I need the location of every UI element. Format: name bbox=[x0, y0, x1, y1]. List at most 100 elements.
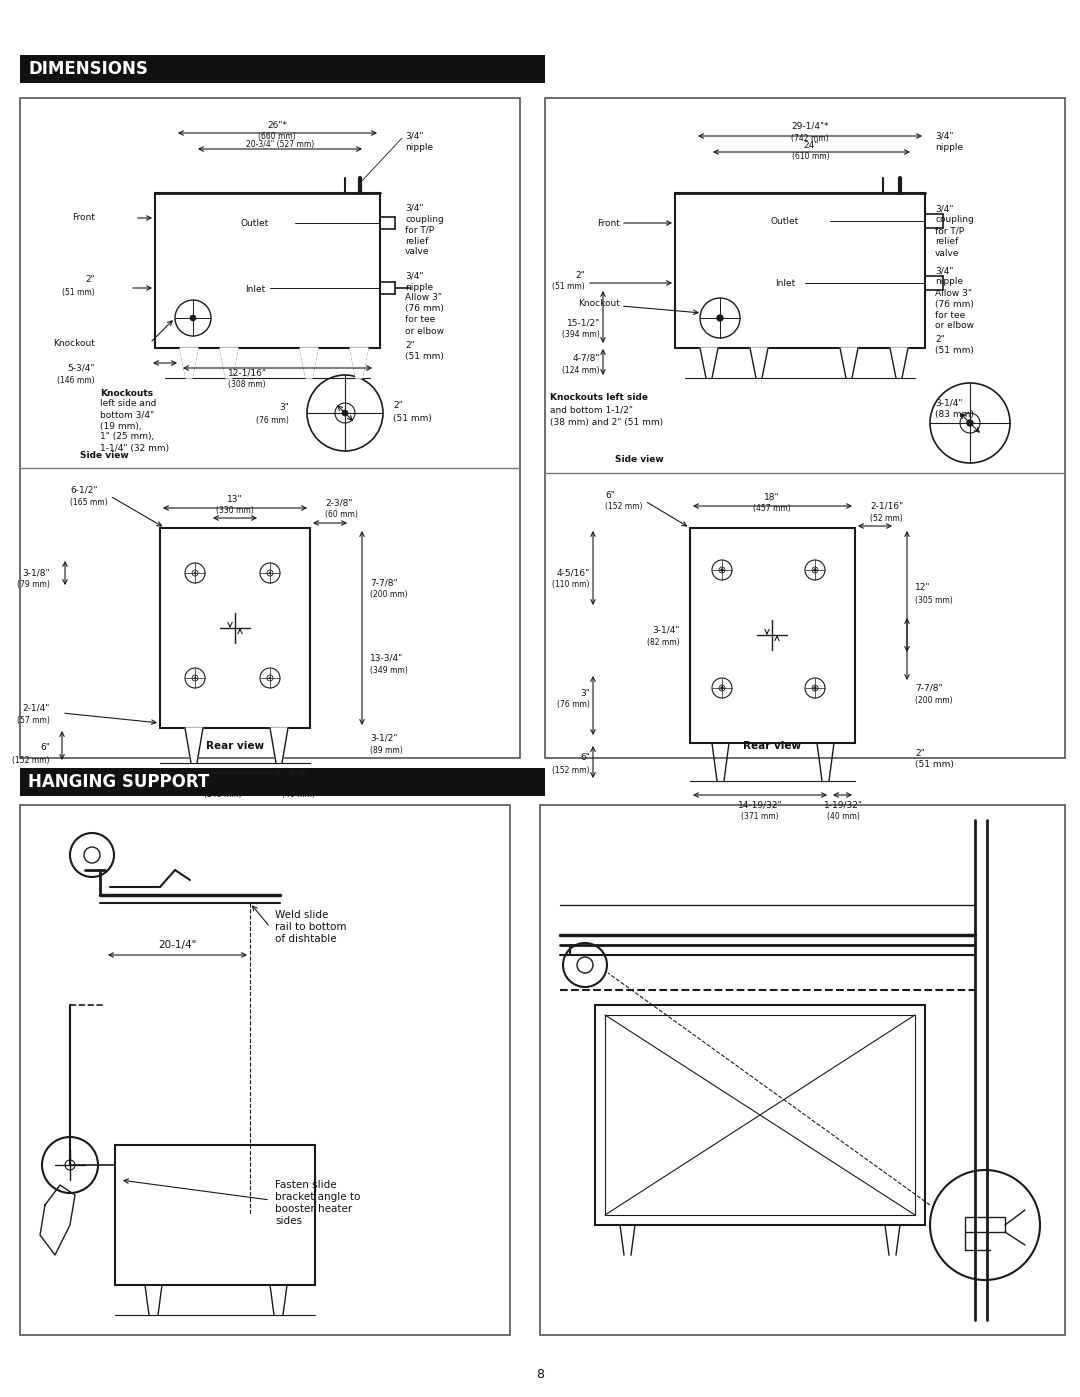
Text: 2": 2" bbox=[85, 275, 95, 285]
Text: 3/4": 3/4" bbox=[935, 204, 954, 214]
Bar bbox=[966, 1217, 1005, 1232]
Text: relief: relief bbox=[935, 237, 958, 246]
Text: (51 mm): (51 mm) bbox=[935, 346, 974, 355]
Text: for T/P: for T/P bbox=[935, 226, 964, 236]
Circle shape bbox=[260, 563, 280, 583]
Circle shape bbox=[812, 685, 818, 692]
Text: (38 mm) and 2" (51 mm): (38 mm) and 2" (51 mm) bbox=[550, 418, 663, 426]
Circle shape bbox=[70, 833, 114, 877]
Text: Side view: Side view bbox=[80, 451, 129, 461]
Text: (246 mm): (246 mm) bbox=[204, 789, 242, 799]
Circle shape bbox=[42, 1137, 98, 1193]
Text: (200 mm): (200 mm) bbox=[915, 696, 953, 704]
Text: 6": 6" bbox=[580, 753, 590, 763]
Text: (124 mm): (124 mm) bbox=[563, 366, 600, 374]
Text: (349 mm): (349 mm) bbox=[370, 665, 408, 675]
Circle shape bbox=[721, 569, 723, 571]
Text: 26"*: 26"* bbox=[267, 120, 287, 130]
Circle shape bbox=[194, 678, 195, 679]
Bar bbox=[160, 528, 310, 728]
Polygon shape bbox=[840, 348, 858, 379]
Circle shape bbox=[805, 560, 825, 580]
Text: relief: relief bbox=[405, 236, 429, 246]
Bar bbox=[545, 98, 1065, 759]
Circle shape bbox=[563, 943, 607, 988]
Bar bbox=[675, 193, 924, 348]
Text: 2-1/16": 2-1/16" bbox=[870, 502, 903, 510]
Text: 3-1/4": 3-1/4" bbox=[935, 398, 962, 408]
Circle shape bbox=[930, 1171, 1040, 1280]
Text: and bottom 1-1/2": and bottom 1-1/2" bbox=[550, 405, 633, 415]
Text: 4-5/16": 4-5/16" bbox=[557, 569, 590, 577]
Circle shape bbox=[185, 563, 205, 583]
Circle shape bbox=[335, 402, 355, 423]
Text: (305 mm): (305 mm) bbox=[915, 595, 953, 605]
Text: 5-3/4": 5-3/4" bbox=[67, 363, 95, 373]
Text: (152 mm): (152 mm) bbox=[605, 503, 643, 511]
Text: (152 mm): (152 mm) bbox=[13, 756, 50, 764]
Text: coupling: coupling bbox=[935, 215, 974, 225]
Polygon shape bbox=[350, 348, 368, 379]
Text: rail to bottom: rail to bottom bbox=[275, 922, 347, 932]
Text: 13-3/4": 13-3/4" bbox=[370, 654, 403, 662]
Text: bottom 3/4": bottom 3/4" bbox=[100, 411, 154, 419]
Polygon shape bbox=[700, 348, 718, 379]
Text: (110 mm): (110 mm) bbox=[553, 581, 590, 590]
Text: Fasten slide: Fasten slide bbox=[275, 1180, 337, 1190]
Text: Allow 3": Allow 3" bbox=[935, 289, 972, 298]
Text: (152 mm): (152 mm) bbox=[553, 766, 590, 774]
Circle shape bbox=[194, 571, 195, 574]
Circle shape bbox=[84, 847, 100, 863]
Circle shape bbox=[712, 560, 732, 580]
Circle shape bbox=[267, 570, 273, 576]
Text: (76 mm): (76 mm) bbox=[935, 299, 974, 309]
Text: (60 mm): (60 mm) bbox=[325, 510, 357, 518]
Circle shape bbox=[260, 668, 280, 687]
Circle shape bbox=[307, 374, 383, 451]
Circle shape bbox=[269, 678, 271, 679]
Circle shape bbox=[719, 685, 725, 692]
Text: 8: 8 bbox=[536, 1369, 544, 1382]
Text: (51 mm): (51 mm) bbox=[405, 352, 444, 360]
Text: nipple: nipple bbox=[405, 144, 433, 152]
Text: (57 mm): (57 mm) bbox=[17, 715, 50, 725]
Circle shape bbox=[175, 300, 211, 337]
Text: 3-1/2": 3-1/2" bbox=[370, 733, 397, 742]
Text: (83 mm): (83 mm) bbox=[935, 411, 974, 419]
Text: 6": 6" bbox=[40, 743, 50, 753]
Text: Allow 3": Allow 3" bbox=[405, 293, 442, 303]
Text: 2": 2" bbox=[393, 401, 403, 411]
Text: 29-1/4"*: 29-1/4"* bbox=[792, 122, 828, 130]
Text: Outlet: Outlet bbox=[771, 217, 799, 225]
Text: left side and: left side and bbox=[100, 400, 157, 408]
Text: 3-1/4": 3-1/4" bbox=[652, 626, 680, 634]
Text: for tee: for tee bbox=[935, 310, 966, 320]
Bar bbox=[114, 1146, 315, 1285]
Text: (19 mm),: (19 mm), bbox=[100, 422, 141, 430]
Text: (371 mm): (371 mm) bbox=[741, 812, 779, 820]
Text: Weld slide: Weld slide bbox=[275, 909, 328, 921]
Text: 1" (25 mm),: 1" (25 mm), bbox=[100, 433, 154, 441]
Text: HANGING SUPPORT: HANGING SUPPORT bbox=[28, 773, 210, 791]
Text: for T/P: for T/P bbox=[405, 225, 434, 235]
Text: (165 mm): (165 mm) bbox=[70, 497, 108, 507]
Text: (660 mm): (660 mm) bbox=[258, 133, 296, 141]
Text: or elbow: or elbow bbox=[935, 321, 974, 331]
Text: 2-1/4": 2-1/4" bbox=[23, 704, 50, 712]
Bar bbox=[21, 54, 545, 82]
Text: 3/4": 3/4" bbox=[405, 271, 423, 281]
Text: 1-1/4" (32 mm): 1-1/4" (32 mm) bbox=[100, 443, 170, 453]
Text: or elbow: or elbow bbox=[405, 327, 444, 335]
Text: (51 mm): (51 mm) bbox=[915, 760, 954, 770]
Text: Outlet: Outlet bbox=[241, 219, 269, 229]
Text: (610 mm): (610 mm) bbox=[793, 152, 829, 162]
Circle shape bbox=[577, 957, 593, 972]
Text: Knockouts left side: Knockouts left side bbox=[550, 394, 648, 402]
Text: (308 mm): (308 mm) bbox=[228, 380, 266, 390]
Polygon shape bbox=[270, 728, 288, 763]
Text: (79 mm): (79 mm) bbox=[17, 581, 50, 590]
Text: (742 mm): (742 mm) bbox=[792, 134, 828, 142]
Circle shape bbox=[812, 567, 818, 573]
Circle shape bbox=[269, 571, 271, 574]
Text: sides: sides bbox=[275, 1215, 302, 1227]
